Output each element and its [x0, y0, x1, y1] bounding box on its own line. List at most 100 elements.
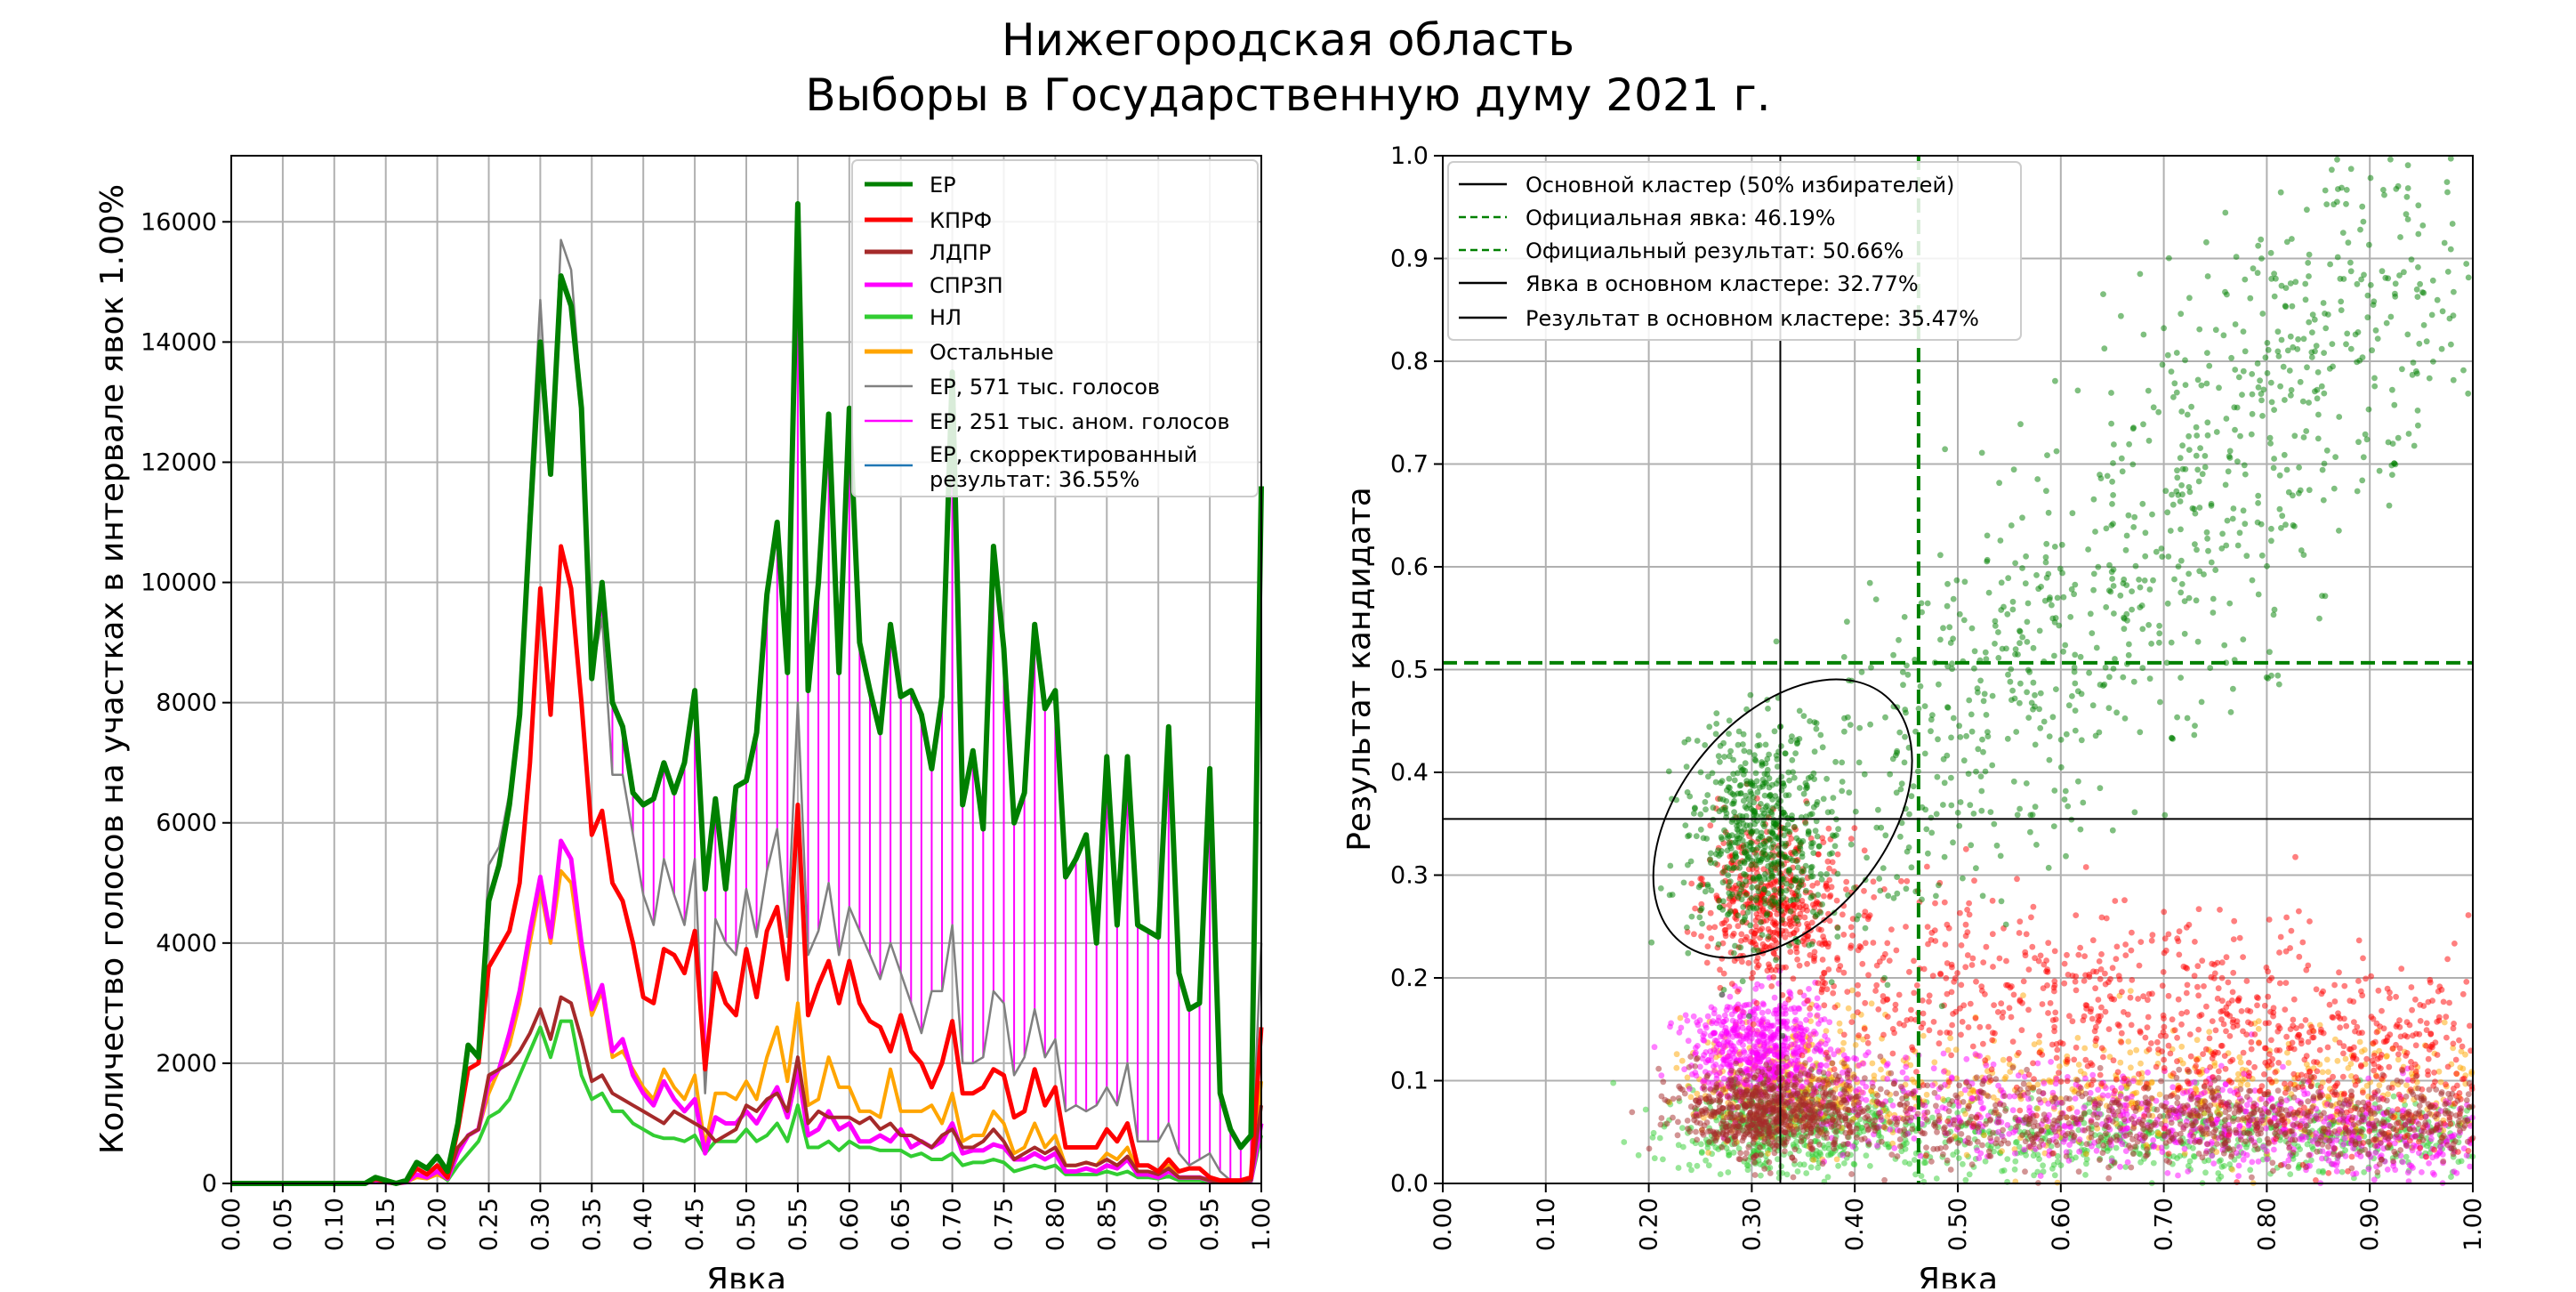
scatter-point-sprzp — [1918, 1153, 1924, 1159]
scatter-point-kprf — [2048, 1000, 2054, 1006]
scatter-point-sprzp — [2082, 1076, 2089, 1082]
scatter-point-kprf — [1880, 1032, 1887, 1038]
scatter-point-kprf — [1908, 1007, 1914, 1013]
scatter-point-other — [2324, 1057, 2330, 1063]
scatter-point-sprzp — [1755, 1049, 1761, 1055]
scatter-point-kprf — [1990, 1030, 1996, 1036]
scatter-point-kprf — [2212, 1049, 2218, 1055]
scatter-point-kprf — [1764, 917, 1770, 924]
scatter-point-kprf — [2098, 1005, 2105, 1011]
scatter-point-kprf — [1816, 941, 1823, 947]
scatter-point-nl — [1679, 1125, 1686, 1131]
scatter-point-kprf — [2005, 982, 2011, 989]
scatter-point-kprf — [2299, 940, 2306, 946]
scatter-point-kprf — [1855, 1009, 1861, 1015]
scatter-point-other — [2180, 1061, 2186, 1067]
scatter-point-kprf — [2291, 997, 2298, 1003]
scatter-point-sprzp — [1979, 1106, 1985, 1112]
scatter-point-kprf — [2325, 1170, 2331, 1176]
scatter-point-kprf — [2221, 1021, 2227, 1028]
scatter-point-sprzp — [1817, 1062, 1823, 1069]
scatter-point-sprzp — [1749, 1036, 1755, 1042]
scatter-point-kprf — [1797, 989, 1803, 996]
scatter-point-nl — [1960, 1161, 1966, 1167]
scatter-point-kprf — [2356, 938, 2363, 944]
scatter-point-kprf — [2112, 1088, 2118, 1094]
scatter-point-kprf — [2145, 997, 2151, 1003]
scatter-point-other — [1679, 1058, 1686, 1064]
scatter-point-kprf — [2352, 1029, 2358, 1035]
scatter-point-kprf — [2219, 959, 2226, 965]
scatter-point-kprf — [1835, 852, 1841, 858]
scatter-point-kprf — [2301, 1057, 2307, 1063]
scatter-point-kprf — [1865, 972, 1872, 978]
left-x-tick-label: 0.80 — [1042, 1198, 1069, 1251]
scatter-point-sprzp — [2283, 1097, 2290, 1103]
scatter-point-kprf — [2331, 1084, 2338, 1090]
scatter-point-kprf — [2358, 1062, 2364, 1069]
scatter-point-kprf — [2176, 1085, 2182, 1091]
scatter-point-kprf — [1818, 927, 1824, 933]
scatter-point-kprf — [2088, 1009, 2094, 1015]
scatter-point-kprf — [1848, 1019, 1855, 1025]
scatter-point-nl — [1621, 1139, 1627, 1145]
scatter-point-nl — [2186, 1163, 2192, 1169]
scatter-point-kprf — [2283, 915, 2290, 921]
scatter-point-kprf — [2100, 1054, 2106, 1061]
scatter-point-sprzp — [1715, 1018, 1721, 1024]
scatter-point-kprf — [2314, 1059, 2320, 1065]
scatter-point-kprf — [2007, 1056, 2013, 1062]
scatter-point-kprf — [1848, 942, 1855, 949]
scatter-point-kprf — [1722, 927, 1728, 933]
scatter-point-kprf — [2363, 1056, 2370, 1062]
scatter-point-sprzp — [2244, 1152, 2250, 1159]
scatter-point-kprf — [1807, 1005, 1813, 1012]
scatter-point-ldpr — [1694, 1137, 1700, 1143]
scatter-point-kprf — [1887, 957, 1893, 964]
scatter-point-kprf — [2381, 1025, 2387, 1031]
scatter-point-sprzp — [1701, 1052, 1707, 1058]
scatter-point-sprzp — [1884, 1062, 1890, 1069]
scatter-point-kprf — [2097, 958, 2103, 965]
scatter-point-kprf — [2413, 1042, 2419, 1048]
scatter-point-kprf — [2116, 973, 2122, 979]
scatter-point-nl — [1808, 1164, 1815, 1170]
scatter-point-sprzp — [1963, 1056, 1969, 1062]
scatter-point-kprf — [2306, 1039, 2312, 1046]
scatter-point-nl — [1699, 1150, 1705, 1156]
scatter-point-sprzp — [2429, 1154, 2435, 1160]
scatter-point-sprzp — [2076, 1149, 2082, 1155]
scatter-point-kprf — [2184, 1009, 2190, 1015]
scatter-point-kprf — [2045, 969, 2051, 975]
scatter-point-sprzp — [1720, 1043, 1727, 1049]
scatter-point-kprf — [1874, 963, 1880, 969]
scatter-point-kprf — [2021, 979, 2027, 985]
scatter-point-kprf — [2213, 1028, 2219, 1034]
scatter-point-kprf — [2210, 1055, 2216, 1062]
scatter-point-sprzp — [2244, 1102, 2250, 1108]
left-x-tick-label: 0.75 — [991, 1198, 1018, 1251]
scatter-point-other — [1870, 1061, 1876, 1067]
scatter-point-kprf — [2404, 1019, 2411, 1025]
scatter-point-kprf — [1949, 1022, 1955, 1029]
scatter-point-nl — [1758, 1173, 1764, 1179]
scatter-point-kprf — [1783, 928, 1789, 934]
scatter-point-kprf — [2434, 1019, 2440, 1025]
scatter-point-ldpr — [1737, 1151, 1743, 1157]
scatter-point-kprf — [1698, 933, 1704, 940]
scatter-point-kprf — [1946, 1079, 1952, 1086]
scatter-point-kprf — [1884, 997, 1890, 1003]
scatter-point-ldpr — [1783, 1054, 1790, 1061]
scatter-point-sprzp — [1726, 1032, 1732, 1038]
scatter-point-kprf — [1707, 822, 1713, 828]
scatter-point-sprzp — [1709, 1020, 1715, 1026]
scatter-point-sprzp — [1853, 1056, 1859, 1062]
scatter-point-sprzp — [1722, 1013, 1728, 1019]
scatter-point-other — [2348, 1061, 2355, 1067]
scatter-point-kprf — [2129, 930, 2135, 936]
scatter-point-kprf — [2172, 1027, 2178, 1033]
scatter-point-kprf — [2044, 982, 2050, 989]
scatter-point-kprf — [1990, 898, 1996, 904]
scatter-point-sprzp — [2334, 1137, 2340, 1143]
scatter-point-kprf — [2178, 1011, 2185, 1017]
